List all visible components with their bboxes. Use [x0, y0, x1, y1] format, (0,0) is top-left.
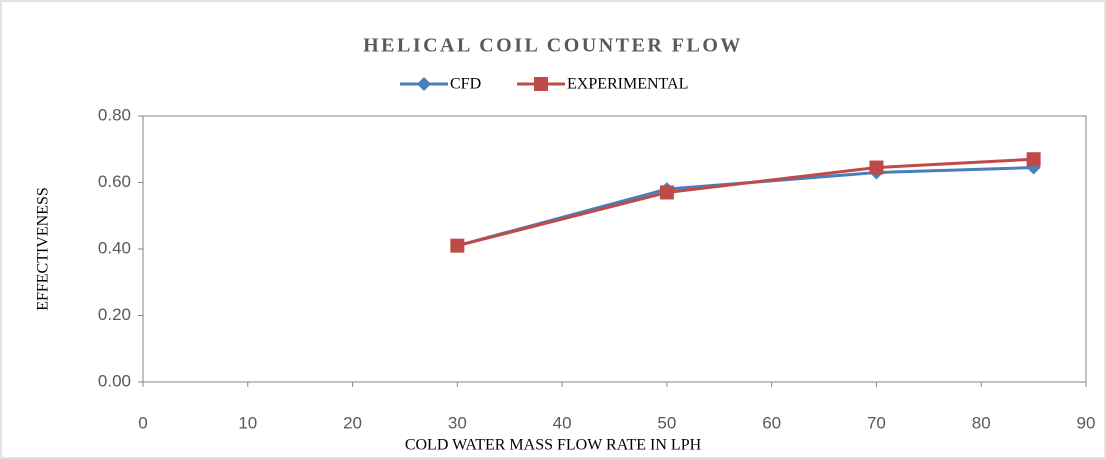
marker	[417, 77, 431, 91]
x-tick-label: 10	[238, 413, 257, 432]
marker	[659, 185, 674, 200]
marker	[1026, 152, 1041, 167]
x-tick-label: 80	[972, 413, 991, 432]
y-tick-label: 0.80	[98, 105, 131, 124]
legend-label: CFD	[450, 76, 481, 93]
legend-label: EXPERIMENTAL	[567, 76, 688, 93]
marker	[869, 160, 884, 175]
y-axis-label: EFFECTIVENESS	[35, 187, 52, 311]
x-tick-label: 0	[138, 413, 147, 432]
y-tick-label: 0.40	[98, 238, 131, 257]
marker	[534, 77, 548, 91]
x-tick-label: 70	[867, 413, 886, 432]
x-tick-label: 50	[657, 413, 676, 432]
marker	[450, 238, 465, 253]
chart-title: HELICAL COIL COUNTER FLOW	[363, 35, 743, 57]
x-tick-label: 20	[343, 413, 362, 432]
x-tick-label: 90	[1077, 413, 1096, 432]
y-tick-label: 0.20	[98, 305, 131, 324]
x-axis-label: COLD WATER MASS FLOW RATE IN LPH	[405, 437, 702, 454]
series-line	[456, 157, 1034, 248]
x-tick-label: 40	[553, 413, 572, 432]
y-tick-label: 0.00	[98, 371, 131, 390]
x-tick-label: 60	[762, 413, 781, 432]
y-tick-label: 0.60	[98, 172, 131, 191]
x-tick-label: 30	[448, 413, 467, 432]
